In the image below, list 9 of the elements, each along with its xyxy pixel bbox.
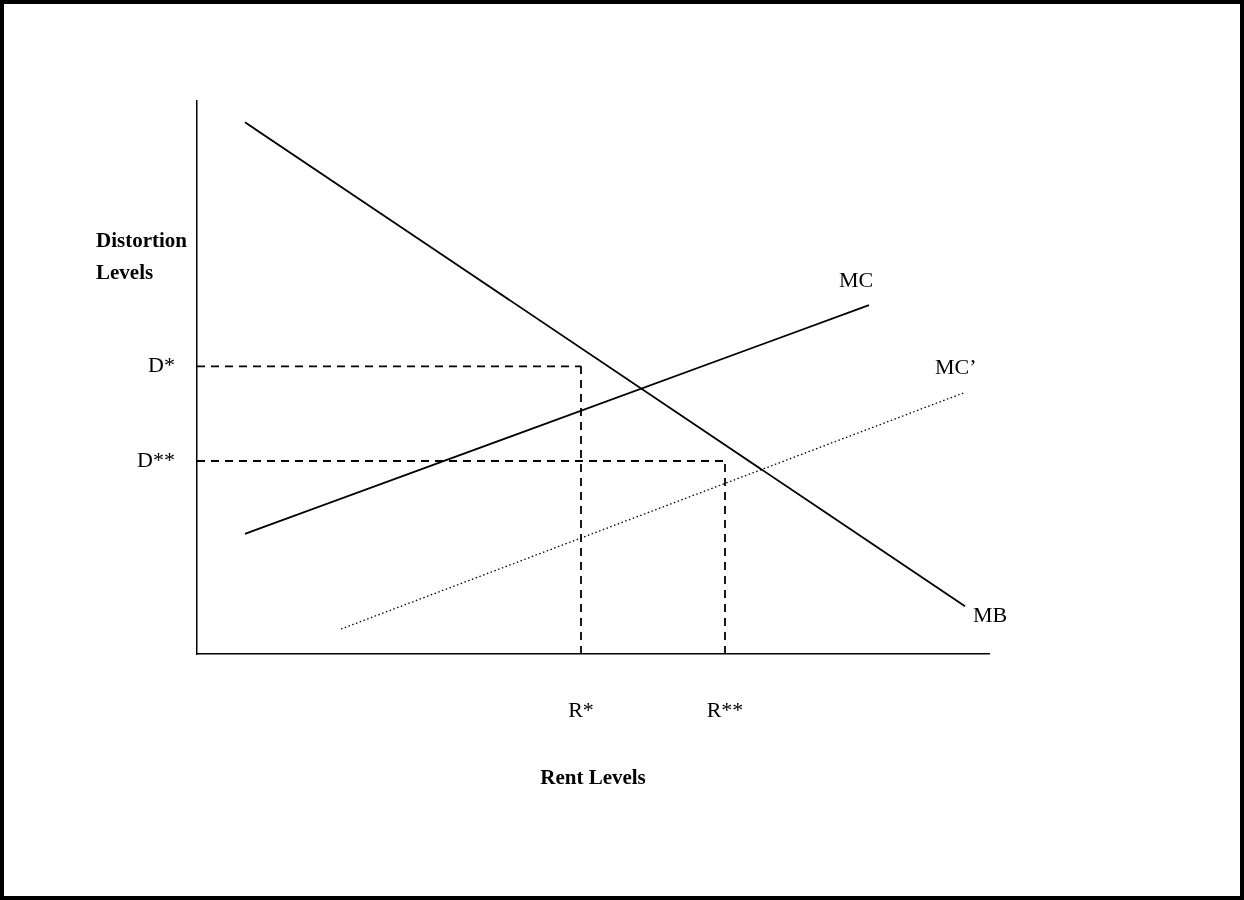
series-label: MB bbox=[973, 601, 1008, 627]
x-axis-title: Rent Levels bbox=[540, 765, 646, 790]
series-label: MC’ bbox=[935, 354, 977, 380]
y-axis-title: Distortion Levels bbox=[96, 228, 188, 285]
ref-line-label: D** bbox=[137, 446, 175, 472]
ref-line-label: D* bbox=[148, 352, 175, 378]
x-tick-label: R** bbox=[706, 696, 744, 722]
series-label: MC bbox=[839, 266, 874, 292]
x-tick-label: R* bbox=[568, 696, 594, 722]
